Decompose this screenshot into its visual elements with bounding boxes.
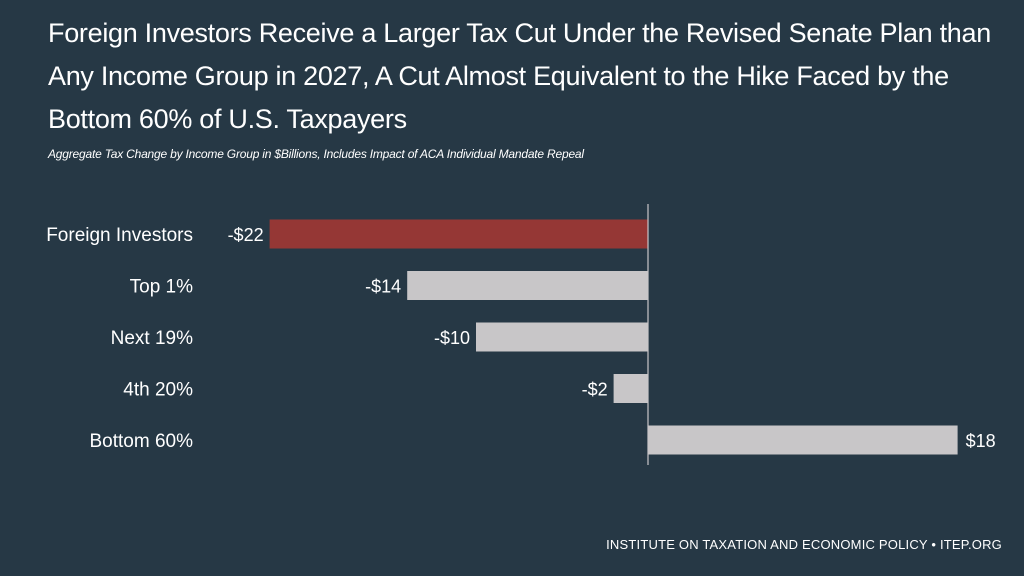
category-label-4th-20: 4th 20% xyxy=(123,380,193,401)
value-label-bottom-60: $18 xyxy=(966,431,996,451)
value-label-4th-20: -$2 xyxy=(582,380,608,400)
category-label-foreign-investors: Foreign Investors xyxy=(46,225,193,246)
bar-next-19 xyxy=(476,322,648,352)
chart-title: Foreign Investors Receive a Larger Tax C… xyxy=(48,18,991,134)
category-label-top-1: Top 1% xyxy=(130,277,193,298)
bar-chart: Foreign Investors -$22 Top 1% -$14 Next 19% -… xyxy=(46,204,996,465)
category-label-bottom-60: Bottom 60% xyxy=(90,431,194,452)
category-label-next-19: Next 19% xyxy=(111,328,193,349)
value-label-foreign-investors: -$22 xyxy=(228,225,264,245)
footer-credit: INSTITUTE ON TAXATION AND ECONOMIC POLIC… xyxy=(606,537,1002,552)
bar-bottom-60 xyxy=(648,425,958,455)
value-label-next-19: -$10 xyxy=(434,328,470,348)
bar-foreign-investors xyxy=(269,219,648,249)
bar-top-1 xyxy=(407,271,648,300)
value-label-top-1: -$14 xyxy=(365,277,401,297)
bar-4th-20 xyxy=(613,374,648,403)
chart-subtitle: Aggregate Tax Change by Income Group in … xyxy=(48,147,584,161)
